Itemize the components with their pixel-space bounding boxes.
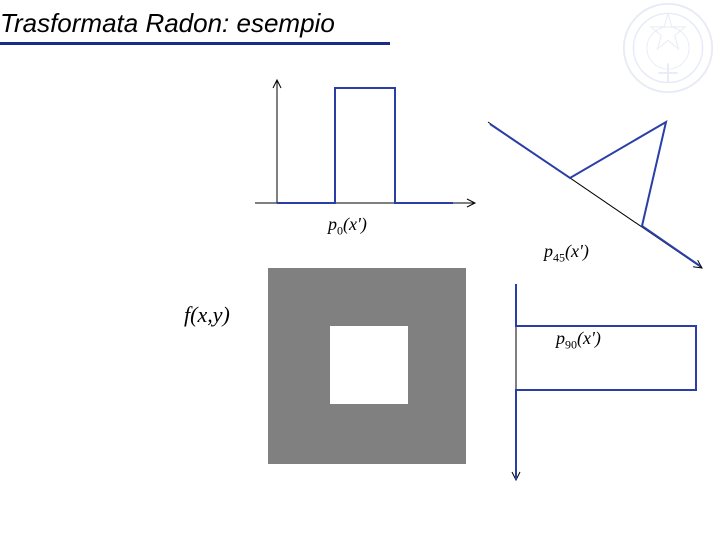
title-underline	[0, 42, 390, 45]
page-title: Trasformata Radon: esempio	[0, 8, 335, 43]
p90-axis-label: p90(x')	[556, 328, 601, 353]
p45-plot	[470, 108, 710, 278]
p0-axis-label: p0(x')	[328, 214, 367, 239]
seal-watermark	[620, 0, 716, 96]
p0-plot	[255, 68, 475, 218]
square-inner	[330, 326, 408, 404]
p90-plot	[498, 282, 718, 482]
fxy-label: f(x,y)	[184, 302, 230, 328]
p45-axis-label: p45(x')	[544, 241, 589, 266]
